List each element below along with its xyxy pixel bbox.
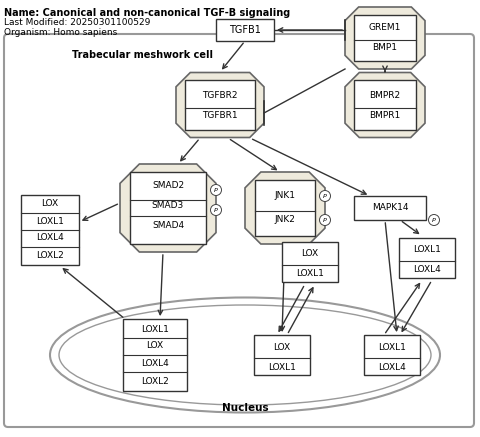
FancyBboxPatch shape (354, 15, 416, 61)
FancyBboxPatch shape (364, 335, 420, 375)
Text: LOX: LOX (301, 250, 319, 259)
FancyBboxPatch shape (216, 19, 274, 41)
FancyBboxPatch shape (254, 335, 310, 375)
Text: P: P (432, 218, 436, 222)
Text: BMPR2: BMPR2 (370, 90, 401, 100)
Text: P: P (214, 187, 218, 193)
Text: Name: Canonical and non-canonical TGF-B signaling: Name: Canonical and non-canonical TGF-B … (4, 8, 290, 18)
Polygon shape (245, 172, 325, 244)
Text: BMPR1: BMPR1 (370, 111, 401, 119)
Circle shape (320, 191, 331, 201)
FancyBboxPatch shape (282, 242, 338, 282)
FancyBboxPatch shape (185, 80, 255, 130)
Text: LOXL1: LOXL1 (296, 270, 324, 278)
Text: LOXL2: LOXL2 (36, 252, 64, 260)
Text: Last Modified: 20250301100529: Last Modified: 20250301100529 (4, 18, 150, 27)
Text: TGFBR2: TGFBR2 (202, 90, 238, 100)
Text: LOXL2: LOXL2 (141, 377, 169, 385)
Polygon shape (120, 164, 216, 252)
FancyBboxPatch shape (123, 319, 187, 391)
FancyBboxPatch shape (399, 238, 455, 278)
Text: GREM1: GREM1 (369, 24, 401, 32)
FancyBboxPatch shape (354, 80, 416, 130)
Circle shape (320, 215, 331, 225)
FancyBboxPatch shape (130, 172, 206, 244)
Text: MAPK14: MAPK14 (372, 204, 408, 212)
Text: LOXL1: LOXL1 (413, 246, 441, 254)
Ellipse shape (50, 298, 440, 413)
Text: LOXL4: LOXL4 (141, 358, 169, 368)
Text: LOXL4: LOXL4 (36, 233, 64, 243)
Text: LOXL4: LOXL4 (413, 266, 441, 274)
Text: P: P (323, 218, 327, 222)
Circle shape (211, 205, 221, 215)
Text: P: P (214, 208, 218, 212)
FancyBboxPatch shape (4, 34, 474, 427)
Text: LOXL4: LOXL4 (378, 363, 406, 371)
Text: JNK2: JNK2 (275, 215, 295, 225)
Polygon shape (345, 7, 425, 69)
Text: LOX: LOX (146, 341, 164, 350)
Text: LOXL1: LOXL1 (268, 363, 296, 371)
Text: LOX: LOX (274, 343, 290, 351)
Text: SMAD3: SMAD3 (152, 201, 184, 211)
Text: SMAD4: SMAD4 (152, 222, 184, 230)
Text: JNK1: JNK1 (275, 191, 296, 201)
Polygon shape (345, 73, 425, 138)
Text: Trabecular meshwork cell: Trabecular meshwork cell (72, 50, 213, 60)
Text: LOX: LOX (41, 200, 59, 208)
FancyBboxPatch shape (21, 195, 79, 265)
Text: P: P (323, 194, 327, 198)
Text: TGFBR1: TGFBR1 (202, 111, 238, 119)
FancyBboxPatch shape (255, 180, 315, 236)
Text: LOXL1: LOXL1 (141, 325, 169, 333)
Text: Nucleus: Nucleus (222, 403, 268, 413)
Circle shape (429, 215, 440, 225)
FancyBboxPatch shape (354, 196, 426, 220)
Text: Organism: Homo sapiens: Organism: Homo sapiens (4, 28, 117, 37)
Text: LOXL1: LOXL1 (378, 343, 406, 351)
Ellipse shape (59, 305, 431, 405)
Text: LOXL1: LOXL1 (36, 216, 64, 225)
Text: TGFB1: TGFB1 (229, 25, 261, 35)
Text: BMP1: BMP1 (372, 44, 397, 52)
Text: SMAD2: SMAD2 (152, 181, 184, 191)
Circle shape (211, 184, 221, 195)
Polygon shape (176, 73, 264, 138)
